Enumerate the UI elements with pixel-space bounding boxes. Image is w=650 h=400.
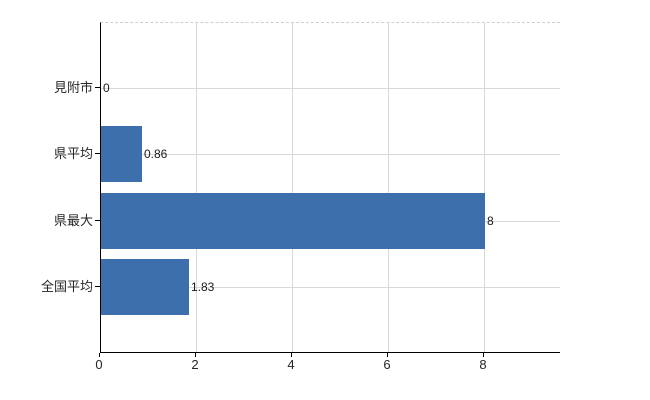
x-axis-tick bbox=[99, 353, 100, 357]
bar-県平均 bbox=[101, 126, 142, 182]
x-tick-label: 8 bbox=[479, 357, 487, 372]
x-axis-tick bbox=[291, 353, 292, 357]
vertical-gridline bbox=[196, 23, 197, 352]
x-axis-tick bbox=[195, 353, 196, 357]
horizontal-gridline bbox=[101, 88, 560, 89]
x-tick-label: 2 bbox=[191, 357, 199, 372]
bar-value-label: 1.83 bbox=[191, 280, 215, 294]
vertical-gridline bbox=[484, 23, 485, 352]
category-label: 県平均 bbox=[53, 146, 93, 161]
x-axis-tick bbox=[387, 353, 388, 357]
x-tick-label: 6 bbox=[383, 357, 391, 372]
x-axis-tick bbox=[483, 353, 484, 357]
bar-全国平均 bbox=[101, 259, 189, 315]
vertical-gridline bbox=[388, 23, 389, 352]
vertical-gridline bbox=[292, 23, 293, 352]
y-axis-tick bbox=[95, 153, 100, 154]
horizontal-gridline bbox=[101, 154, 560, 155]
bar-value-label: 8 bbox=[487, 214, 494, 228]
y-axis-tick bbox=[95, 220, 100, 221]
plot-area bbox=[100, 22, 560, 353]
horizontal-gridline bbox=[101, 287, 560, 288]
category-label: 見附市 bbox=[53, 80, 93, 95]
y-axis-tick bbox=[95, 286, 100, 287]
bar-value-label: 0.86 bbox=[144, 147, 168, 161]
bar-県最大 bbox=[101, 193, 485, 249]
x-tick-label: 0 bbox=[95, 357, 103, 372]
bar-value-label: 0 bbox=[103, 81, 110, 95]
x-tick-label: 4 bbox=[287, 357, 295, 372]
category-label: 全国平均 bbox=[40, 279, 93, 294]
category-label: 県最大 bbox=[53, 213, 93, 228]
y-axis-tick bbox=[95, 87, 100, 88]
